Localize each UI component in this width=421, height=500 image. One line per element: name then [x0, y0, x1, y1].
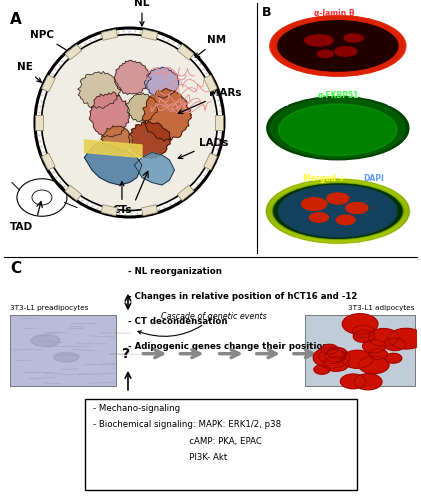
Ellipse shape [317, 50, 333, 58]
Polygon shape [42, 153, 55, 170]
Ellipse shape [335, 46, 357, 56]
Text: Merged +: Merged + [303, 174, 348, 183]
Ellipse shape [273, 18, 402, 74]
Circle shape [327, 193, 349, 204]
Circle shape [385, 354, 402, 363]
Text: cAMP: PKA, EPAC: cAMP: PKA, EPAC [93, 437, 262, 446]
Circle shape [41, 34, 218, 210]
Text: - NL reorganization: - NL reorganization [128, 267, 222, 276]
Circle shape [388, 328, 421, 349]
Polygon shape [204, 153, 217, 170]
Text: ?: ? [122, 346, 130, 360]
Circle shape [327, 348, 347, 359]
Circle shape [352, 325, 374, 338]
Polygon shape [216, 115, 224, 130]
Text: - CT decondensation: - CT decondensation [128, 317, 227, 326]
Text: A: A [9, 12, 21, 28]
Text: NM: NM [195, 35, 226, 58]
Polygon shape [35, 115, 43, 130]
Polygon shape [141, 29, 158, 40]
Circle shape [319, 349, 345, 364]
Text: CTs: CTs [112, 182, 132, 215]
Circle shape [359, 356, 389, 374]
Polygon shape [65, 185, 82, 200]
Polygon shape [101, 29, 117, 40]
Polygon shape [177, 44, 194, 60]
Circle shape [323, 356, 349, 372]
Circle shape [313, 347, 350, 368]
Text: 3T3-L1 adipocytes: 3T3-L1 adipocytes [348, 305, 415, 311]
Polygon shape [144, 67, 179, 98]
Text: α-FKBP51: α-FKBP51 [317, 91, 359, 100]
Ellipse shape [279, 186, 397, 237]
Circle shape [362, 340, 386, 353]
Circle shape [369, 349, 387, 360]
Circle shape [354, 374, 382, 390]
Polygon shape [141, 204, 158, 216]
Text: 3T3-L1 preadipocytes: 3T3-L1 preadipocytes [11, 305, 89, 311]
Text: - Mechano-signaling: - Mechano-signaling [93, 404, 180, 412]
Polygon shape [42, 75, 55, 92]
Text: α-lamin B: α-lamin B [314, 9, 355, 18]
Text: - Biochemical signaling: MAPK: ERK1/2, p38: - Biochemical signaling: MAPK: ERK1/2, p… [93, 420, 281, 429]
Polygon shape [65, 44, 82, 60]
Circle shape [314, 365, 330, 374]
Text: Cascade of genetic events: Cascade of genetic events [138, 312, 267, 336]
Circle shape [342, 350, 373, 368]
Text: NPC: NPC [30, 30, 71, 53]
Circle shape [353, 330, 375, 342]
Ellipse shape [344, 34, 363, 42]
Polygon shape [78, 72, 120, 108]
Polygon shape [85, 140, 142, 158]
Text: - Changes in relative position of hCT16 and -12: - Changes in relative position of hCT16 … [128, 292, 357, 301]
Polygon shape [177, 185, 194, 200]
FancyBboxPatch shape [305, 314, 415, 386]
Circle shape [325, 350, 346, 362]
Circle shape [301, 198, 327, 210]
Text: PI3K- Akt: PI3K- Akt [93, 454, 227, 462]
Polygon shape [142, 88, 192, 142]
Polygon shape [101, 126, 133, 154]
Text: C: C [11, 261, 21, 276]
Ellipse shape [267, 96, 409, 160]
Polygon shape [134, 152, 174, 185]
Circle shape [384, 338, 405, 350]
Text: TAD: TAD [9, 222, 32, 232]
Text: - Adipogenic genes change their position: - Adipogenic genes change their position [128, 342, 328, 351]
Circle shape [321, 344, 338, 354]
Circle shape [368, 328, 399, 346]
Ellipse shape [267, 180, 409, 243]
Polygon shape [85, 142, 142, 185]
Circle shape [336, 215, 355, 224]
Text: NE: NE [16, 62, 41, 82]
FancyBboxPatch shape [11, 314, 116, 386]
Ellipse shape [54, 352, 78, 362]
Ellipse shape [305, 35, 333, 46]
Polygon shape [89, 92, 130, 137]
Polygon shape [115, 60, 151, 94]
Circle shape [309, 212, 328, 222]
Text: MARs: MARs [178, 88, 242, 114]
Text: B: B [262, 6, 272, 20]
Circle shape [346, 202, 368, 213]
Polygon shape [204, 75, 217, 92]
Ellipse shape [31, 334, 60, 346]
Text: NL: NL [134, 0, 149, 26]
Ellipse shape [279, 186, 397, 237]
Polygon shape [129, 121, 171, 158]
Circle shape [341, 374, 366, 388]
Circle shape [342, 314, 378, 334]
Polygon shape [126, 93, 158, 122]
FancyBboxPatch shape [85, 399, 357, 490]
Ellipse shape [271, 98, 405, 158]
Text: DAPI: DAPI [363, 174, 384, 183]
Ellipse shape [279, 104, 397, 156]
Text: LADs: LADs [178, 138, 229, 158]
Polygon shape [101, 204, 117, 216]
